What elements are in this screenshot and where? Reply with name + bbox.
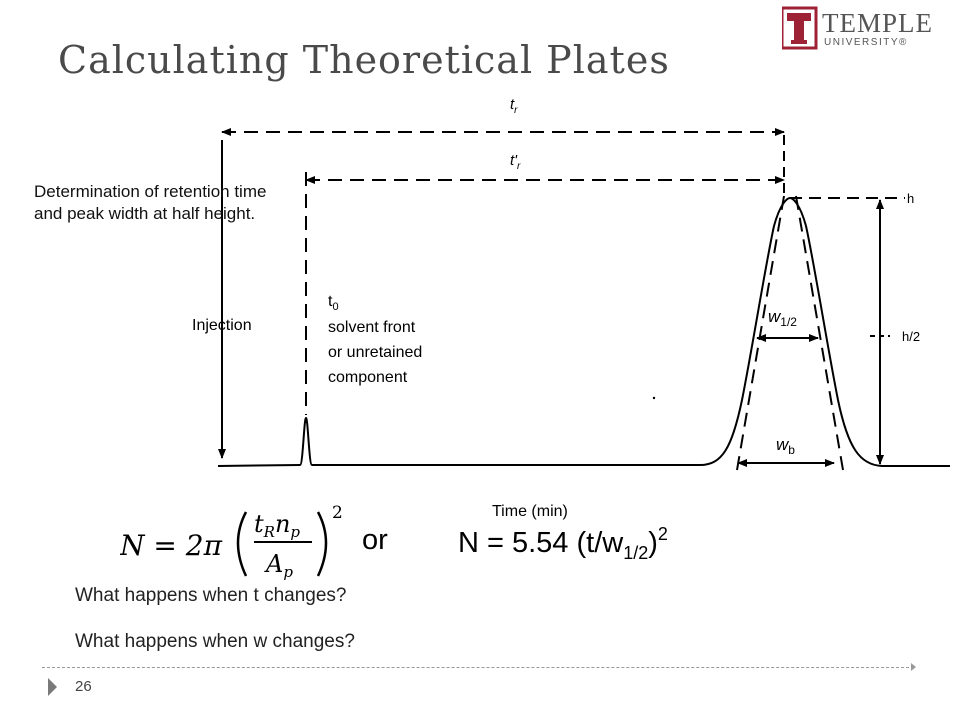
h-half-label: h/2 [902, 329, 920, 344]
formula-exponent: 2 [332, 503, 343, 523]
left-tangent [736, 195, 785, 471]
slide-title: Calculating Theoretical Plates [58, 38, 670, 82]
w-base-label: wb [776, 435, 795, 457]
x-axis-label: Time (min) [492, 503, 568, 520]
chromatogram-trace [217, 196, 950, 467]
injection-label: Injection [192, 317, 252, 334]
tr-label: tr [510, 96, 518, 116]
h-label: h [907, 191, 914, 206]
t0-label: t0 [328, 293, 339, 313]
t0-line1: solvent front [328, 319, 416, 336]
footer-arrow-icon [48, 678, 57, 696]
diagram-caption: Determination of retention time and peak… [34, 182, 267, 223]
formula-right-paren [316, 511, 328, 577]
logo-subtext: UNIVERSITY® [824, 37, 908, 48]
chromatogram-diagram: tr t'r Injection t0 solvent front or unr… [192, 96, 950, 520]
t0-line2: or unretained [328, 344, 422, 361]
formula-left-paren [236, 511, 248, 577]
tr-prime-label: t'r [510, 152, 521, 172]
formula-denominator: Ap [264, 550, 293, 581]
formula-or: or [362, 524, 388, 556]
footer-divider-end [911, 663, 916, 671]
footer-divider [42, 667, 914, 668]
logo-wordmark: TEMPLE [822, 8, 933, 38]
formula-numerator: tRnp [254, 510, 300, 541]
question-w-changes: What happens when w changes? [75, 631, 355, 652]
right-tangent [795, 195, 844, 471]
question-t-changes: What happens when t changes? [75, 585, 347, 606]
t0-line3: component [328, 369, 408, 386]
stray-dot [652, 396, 656, 400]
w-half-label: w1/2 [768, 307, 797, 329]
formula-plates-2pi: N = 2π tRnp Ap 2 [120, 500, 350, 590]
temple-logo-icon [782, 6, 818, 50]
page-number: 26 [75, 678, 92, 695]
formula-n-eq: N = 2π [120, 529, 223, 562]
formula-plates-5-54: N = 5.54 (t/w1/2)2 [458, 524, 668, 563]
